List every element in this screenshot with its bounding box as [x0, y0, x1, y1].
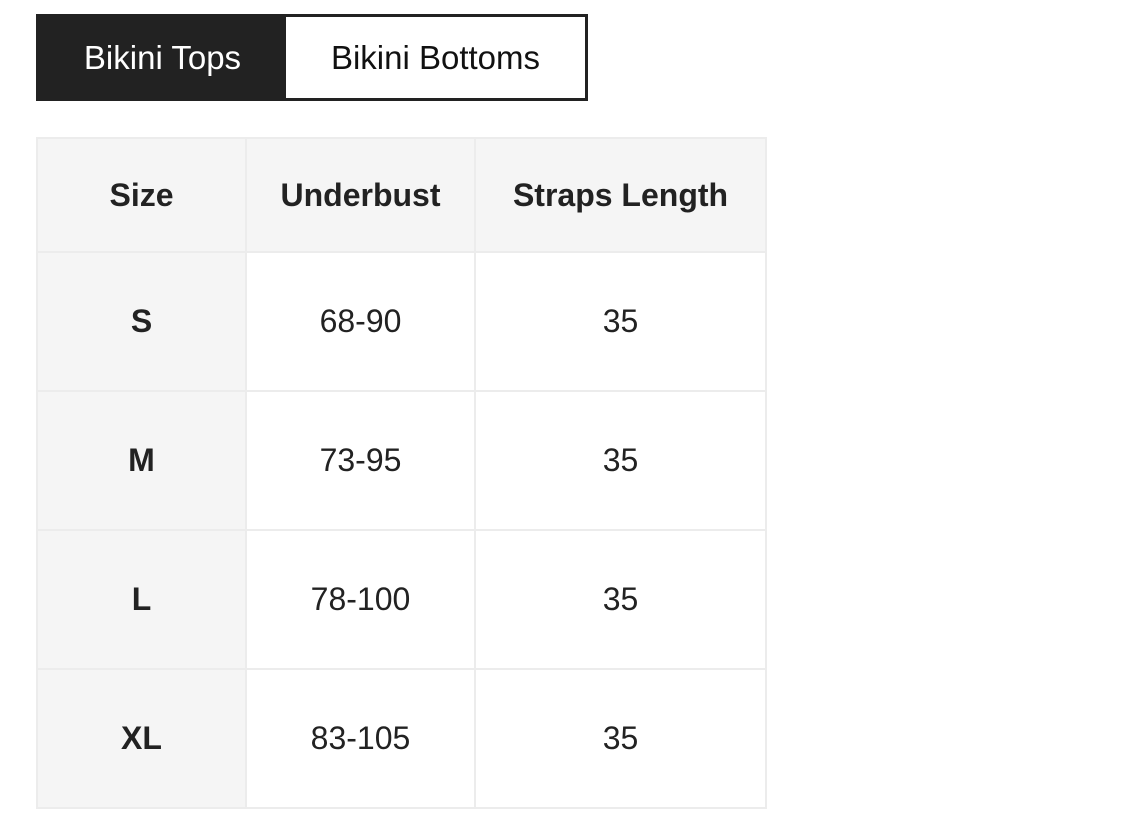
- cell-straps-length: 35: [474, 251, 767, 392]
- header-size: Size: [36, 137, 247, 253]
- cell-underbust: 83-105: [245, 668, 476, 809]
- cell-underbust: 73-95: [245, 390, 476, 531]
- cell-straps-length: 35: [474, 668, 767, 809]
- cell-size: S: [36, 251, 247, 392]
- size-table: Size Underbust Straps Length S 68-90 35 M 73…: [36, 137, 767, 809]
- table-row: XL 83-105 35: [36, 668, 767, 809]
- cell-underbust: 78-100: [245, 529, 476, 670]
- cell-size: XL: [36, 668, 247, 809]
- table-header-row: Size Underbust Straps Length: [36, 137, 767, 253]
- header-underbust: Underbust: [245, 137, 476, 253]
- cell-straps-length: 35: [474, 390, 767, 531]
- cell-size: L: [36, 529, 247, 670]
- header-straps-length: Straps Length: [474, 137, 767, 253]
- cell-straps-length: 35: [474, 529, 767, 670]
- cell-size: M: [36, 390, 247, 531]
- tab-bikini-tops[interactable]: Bikini Tops: [39, 17, 286, 98]
- size-chart-tabs: Bikini Tops Bikini Bottoms: [36, 14, 588, 101]
- table-row: S 68-90 35: [36, 251, 767, 392]
- cell-underbust: 68-90: [245, 251, 476, 392]
- table-row: L 78-100 35: [36, 529, 767, 670]
- tab-bikini-bottoms[interactable]: Bikini Bottoms: [286, 17, 585, 98]
- table-row: M 73-95 35: [36, 390, 767, 531]
